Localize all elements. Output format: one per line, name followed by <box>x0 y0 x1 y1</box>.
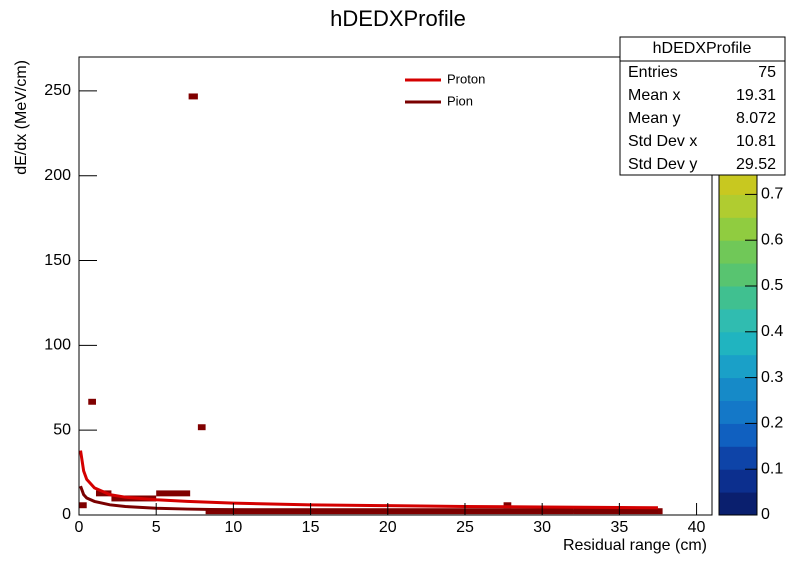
stats-title: hDEDXProfile <box>653 40 752 57</box>
x-tick-label: 25 <box>456 519 474 536</box>
y-tick-label: 50 <box>53 421 71 438</box>
y-tick-label: 0 <box>62 506 71 523</box>
cell <box>79 502 87 509</box>
stats-label: Mean x <box>628 87 680 104</box>
curve <box>79 450 658 510</box>
stats-box <box>619 36 786 176</box>
x-tick-label: 0 <box>75 519 84 536</box>
cell <box>503 502 512 509</box>
y-tick-label: 100 <box>44 337 71 354</box>
x-tick-label: 35 <box>610 519 628 536</box>
stats-label: Std Dev y <box>628 156 697 173</box>
palette-step <box>719 400 757 424</box>
palette-step <box>719 331 757 356</box>
palette-step <box>719 217 757 241</box>
palette-step <box>719 423 757 447</box>
palette-step <box>719 194 757 218</box>
chart-title: hDEDXProfile <box>330 6 466 31</box>
stats-value: 10.81 <box>736 133 776 150</box>
z-tick-label: 0.3 <box>761 369 783 386</box>
palette-step <box>719 308 757 333</box>
y-tick-label: 250 <box>44 82 71 99</box>
palette-step <box>719 354 757 379</box>
palette-step <box>719 171 757 195</box>
stats-value: 29.52 <box>736 156 776 173</box>
palette-step <box>719 469 757 493</box>
stats-label: Mean y <box>628 110 680 127</box>
palette-step <box>719 263 757 287</box>
palette-step <box>719 492 757 516</box>
cell <box>156 490 191 497</box>
x-tick-label: 30 <box>533 519 551 536</box>
palette-step <box>719 240 757 264</box>
cell <box>188 93 198 100</box>
palette-step <box>719 446 757 470</box>
legend-label: Proton <box>447 71 485 86</box>
y-tick-label: 150 <box>44 252 71 269</box>
x-tick-label: 10 <box>224 519 242 536</box>
y-tick-label: 200 <box>44 167 71 184</box>
x-tick-label: 20 <box>379 519 397 536</box>
plot-frame <box>78 56 713 516</box>
cell <box>197 424 206 431</box>
stats-label: Std Dev x <box>628 133 697 150</box>
stats-label: Entries <box>628 64 678 81</box>
x-axis-title: Residual range (cm) <box>563 537 707 554</box>
z-tick-label: 0.7 <box>761 186 783 203</box>
x-tick-label: 5 <box>152 519 161 536</box>
z-tick-label: 0.6 <box>761 231 783 248</box>
z-tick-label: 0.5 <box>761 277 783 294</box>
cell <box>88 398 96 405</box>
legend-label: Pion <box>447 93 473 108</box>
stats-value: 8.072 <box>736 110 776 127</box>
curve <box>79 485 658 513</box>
z-tick-label: 0.4 <box>761 323 783 340</box>
palette-step <box>719 286 757 310</box>
stats-value: 75 <box>758 64 776 81</box>
y-axis-title: dE/dx (MeV/cm) <box>13 60 30 175</box>
x-tick-label: 40 <box>688 519 706 536</box>
palette-step <box>719 377 757 401</box>
stats-value: 19.31 <box>736 87 776 104</box>
z-tick-label: 0.1 <box>761 460 783 477</box>
z-tick-label: 0 <box>761 506 770 523</box>
z-tick-label: 0.2 <box>761 415 783 432</box>
x-tick-label: 15 <box>302 519 320 536</box>
